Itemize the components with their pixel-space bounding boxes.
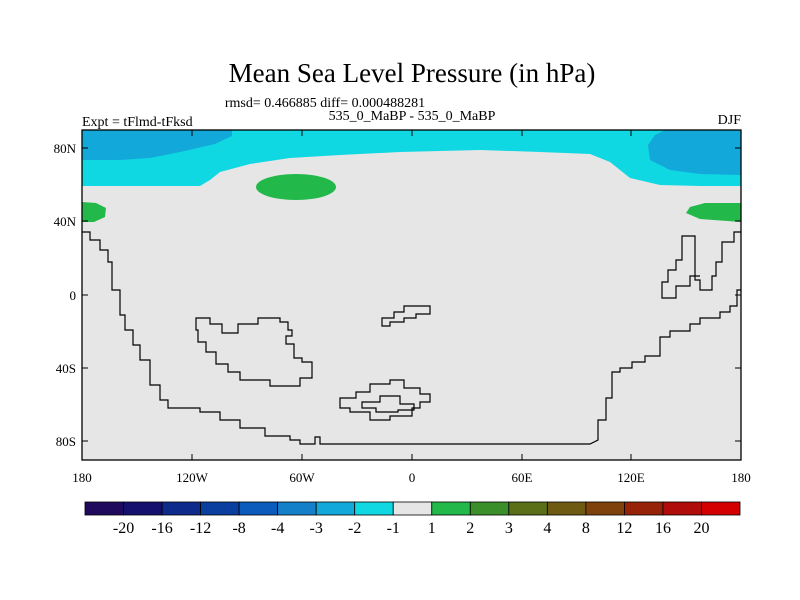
right-label: DJF [718, 113, 742, 128]
colorbar-box [315, 501, 356, 516]
y-tick-label: 80N [54, 141, 77, 156]
colorbar-label: 4 [543, 520, 551, 537]
colorbar-box [431, 501, 471, 516]
stats-label: rmsd= 0.466885 diff= 0.000488281 [225, 96, 425, 111]
colorbar-label: 1 [428, 520, 436, 537]
colorbar-box [701, 501, 741, 516]
colorbar [84, 501, 741, 516]
map-field [81, 129, 742, 461]
colorbar-box [123, 501, 163, 516]
colorbar-box [585, 501, 625, 516]
y-axis: 80N 40N 0 40S 80S [54, 141, 741, 449]
coastline-east-block [661, 231, 741, 299]
colorbar-label: 8 [582, 520, 590, 537]
colorbar-box [662, 501, 702, 516]
y-tick-label: 40N [54, 214, 77, 229]
chart-title: Mean Sea Level Pressure (in hPa) [229, 58, 596, 88]
coastline-central-landmass [195, 317, 313, 387]
x-tick-label: 180 [731, 470, 751, 485]
x-tick-label: 60E [512, 470, 533, 485]
left-label: Expt = tFlmd-tFksd [82, 115, 193, 130]
y-tick-label: 80S [56, 434, 76, 449]
coastline-west [82, 231, 741, 445]
colorbar-label: -3 [310, 520, 323, 537]
colorbar-label: 20 [693, 520, 709, 537]
colorbar-box [508, 501, 548, 516]
green-blob-north-atlantic [256, 174, 336, 200]
x-tick-label: 120W [176, 470, 209, 485]
green-blob-west-edge [82, 202, 106, 222]
coastline-south-landmass [339, 379, 431, 421]
colorbar-box [546, 501, 587, 516]
colorbar-label: -20 [113, 520, 134, 537]
colorbar-box [469, 501, 510, 516]
coastline-south-inner [361, 395, 415, 413]
colorbar-label: 3 [505, 520, 513, 537]
x-tick-label: 0 [409, 470, 416, 485]
colorbar-label: 2 [466, 520, 474, 537]
green-blob-east-edge [686, 203, 741, 222]
colorbar-box [624, 501, 664, 516]
colorbar-label: -8 [232, 520, 245, 537]
colorbar-label: 16 [655, 520, 671, 537]
arctic-band-cyan [82, 130, 741, 186]
colorbar-label: 12 [616, 520, 632, 537]
colorbar-label: -12 [190, 520, 211, 537]
coastlines [82, 231, 741, 445]
colorbar-labels: -20 -16 -12 -8 -4 -3 -2 -1 1 2 3 4 8 12 16 20 [113, 520, 710, 537]
x-axis: 180 120W 60W 0 60E 120E 180 [72, 130, 751, 485]
colorbar-box [161, 501, 201, 516]
colorbar-box [392, 501, 433, 516]
arctic-band-blue-west [82, 130, 232, 160]
y-tick-label: 0 [70, 288, 77, 303]
coastline-small-island [381, 305, 431, 327]
x-tick-label: 120E [617, 470, 645, 485]
colorbar-box [277, 501, 317, 516]
colorbar-label: -2 [348, 520, 361, 537]
arctic-band-blue-east [648, 130, 741, 175]
colorbar-box [354, 501, 394, 516]
y-tick-label: 40S [56, 361, 76, 376]
colorbar-label: -1 [387, 520, 400, 537]
colorbar-box [200, 501, 240, 516]
colorbar-box [238, 501, 279, 516]
colorbar-label: -16 [151, 520, 172, 537]
colorbar-box [84, 501, 124, 516]
x-tick-label: 180 [72, 470, 92, 485]
x-tick-label: 60W [289, 470, 315, 485]
center-label: 535_0_MaBP - 535_0_MaBP [329, 109, 496, 124]
colorbar-label: -4 [271, 520, 284, 537]
